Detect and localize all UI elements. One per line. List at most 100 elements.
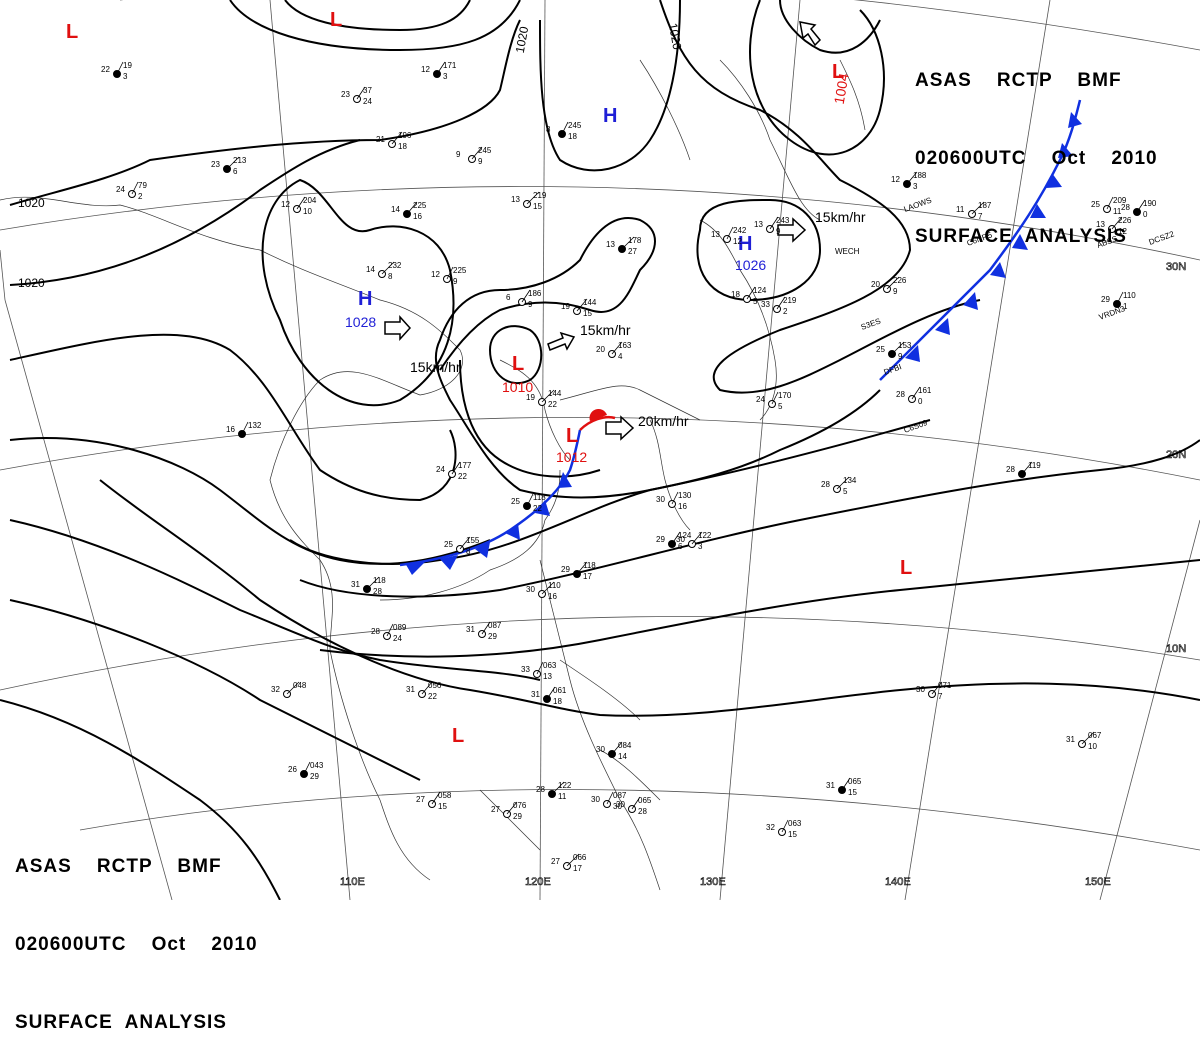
station-pressure: 219 bbox=[533, 191, 547, 200]
station-pressure: 076 bbox=[513, 801, 527, 810]
wind-barb bbox=[726, 226, 734, 240]
station-pressure: 225 bbox=[453, 266, 467, 275]
wind-barb bbox=[459, 536, 471, 550]
station-temp: 31 bbox=[1066, 735, 1075, 744]
station-temp: 28 bbox=[896, 390, 905, 399]
isobar-label: 1020 bbox=[18, 276, 45, 290]
station-pressure: 242 bbox=[733, 226, 747, 235]
station-temp: 23 bbox=[341, 90, 350, 99]
station-temp: 8 bbox=[546, 125, 551, 134]
wind-barb bbox=[891, 341, 905, 355]
station-pressure: 122 bbox=[558, 781, 572, 790]
station-dewpoint: 9 bbox=[453, 277, 458, 286]
station-plot: 33 219 2 bbox=[761, 296, 797, 316]
station-dewpoint: 22 bbox=[533, 504, 542, 513]
station-dewpoint: 7 bbox=[938, 692, 943, 701]
wind-barb bbox=[296, 196, 306, 210]
wind-barb bbox=[886, 276, 900, 290]
station-dewpoint: 17 bbox=[573, 864, 582, 873]
motion-label: 15km/hr bbox=[580, 322, 631, 338]
wind-barb bbox=[526, 191, 540, 205]
station-temp: 22 bbox=[101, 65, 110, 74]
station-temp: 31 bbox=[466, 625, 475, 634]
wind-barb bbox=[776, 296, 786, 310]
station-plot: 25 209 11 bbox=[1091, 196, 1127, 216]
low-value: 1010 bbox=[502, 379, 533, 395]
station-temp: 21 bbox=[376, 135, 385, 144]
station-pressure: 118 bbox=[533, 493, 546, 502]
station-plot: 14 232 8 bbox=[366, 261, 402, 281]
low-value: 1012 bbox=[556, 449, 587, 465]
station-plot: 8 245 18 bbox=[546, 121, 582, 141]
station-temp: 14 bbox=[391, 205, 400, 214]
wind-barb bbox=[566, 853, 580, 867]
wind-barb bbox=[1081, 731, 1095, 745]
low-center: L bbox=[66, 21, 78, 43]
station-dewpoint: 18 bbox=[398, 142, 407, 151]
low-center: L bbox=[832, 61, 844, 83]
low-center: L bbox=[566, 425, 578, 447]
station-pressure: 219 bbox=[783, 296, 797, 305]
station-plot: 12 204 10 bbox=[281, 196, 317, 216]
station-temp: 28 bbox=[1006, 465, 1015, 474]
station-temp: 30 bbox=[656, 495, 665, 504]
isobar-label: 1020 bbox=[513, 25, 531, 54]
station-dewpoint: 1 bbox=[1123, 302, 1128, 311]
station-plot: 13 242 12 bbox=[711, 226, 747, 246]
wind-barb bbox=[541, 581, 555, 595]
station-pressure: 171 bbox=[443, 61, 457, 70]
station-temp: 6 bbox=[506, 293, 511, 302]
wind-barb bbox=[671, 531, 681, 545]
station-plot: 28 190 0 bbox=[1121, 199, 1157, 219]
station-plot: 11 187 7 bbox=[956, 201, 992, 221]
wind-barb bbox=[381, 261, 395, 275]
motion-label: 15km/hr bbox=[410, 359, 461, 375]
low-center: L bbox=[330, 9, 342, 31]
station-dewpoint: 16 bbox=[413, 212, 422, 221]
wind-barb bbox=[1106, 196, 1114, 210]
station-dewpoint: 3 bbox=[443, 72, 448, 81]
high-center: H bbox=[603, 105, 617, 127]
high-center: H bbox=[738, 233, 752, 255]
station-plot: 20 226 9 bbox=[871, 276, 907, 296]
station-dewpoint: 10 bbox=[1088, 742, 1097, 751]
isobars bbox=[0, 0, 1200, 900]
lat-label: 20N bbox=[1166, 449, 1186, 461]
lat-label: 10N bbox=[1166, 643, 1186, 655]
station-dewpoint: 28 bbox=[373, 587, 382, 596]
station-dewpoint: 9 bbox=[898, 352, 903, 361]
station-plot: 30 065 28 bbox=[616, 796, 652, 816]
wind-barb bbox=[631, 796, 641, 810]
station-plot: 19 144 15 bbox=[561, 298, 597, 318]
station-temp: 30 bbox=[591, 795, 600, 804]
station-plot: 27 076 29 bbox=[491, 801, 527, 821]
station-temp: 31 bbox=[351, 580, 360, 589]
station-dewpoint: 10 bbox=[303, 207, 312, 216]
wind-barb bbox=[621, 236, 635, 250]
wind-barb bbox=[436, 61, 446, 75]
station-dewpoint: 6 bbox=[233, 167, 238, 176]
station-pressure: 190 bbox=[1143, 199, 1157, 208]
wind-barb bbox=[836, 476, 850, 490]
station-dewpoint: 15 bbox=[583, 309, 592, 318]
wind-barb bbox=[386, 623, 394, 637]
station-plot: 31 118 28 bbox=[351, 576, 386, 596]
station-pressure: 118 bbox=[583, 561, 596, 570]
wind-barb bbox=[561, 121, 569, 135]
station-plot: 13 178 27 bbox=[606, 236, 642, 256]
station-plot: 24 79 2 bbox=[116, 181, 147, 201]
wind-barb bbox=[366, 576, 380, 590]
station-pressure: 048 bbox=[293, 681, 307, 690]
station-pressure: 087 bbox=[613, 791, 627, 800]
station-pressure: 245 bbox=[568, 121, 582, 130]
station-temp: 27 bbox=[416, 795, 425, 804]
station-dewpoint: 22 bbox=[458, 472, 467, 481]
title-block-bottom: ASAS RCTP BMF 020600UTC Oct 2010 SURFACE… bbox=[15, 802, 258, 1062]
station-temp: 32 bbox=[766, 823, 775, 832]
station-dewpoint: 9 bbox=[893, 287, 898, 296]
station-pressure: 058 bbox=[438, 791, 452, 800]
station-plot: 30 084 14 bbox=[596, 741, 632, 761]
wind-barb bbox=[446, 266, 454, 280]
wind-barb bbox=[606, 791, 614, 805]
title-line-3: SURFACE ANALYSIS bbox=[15, 1012, 227, 1033]
